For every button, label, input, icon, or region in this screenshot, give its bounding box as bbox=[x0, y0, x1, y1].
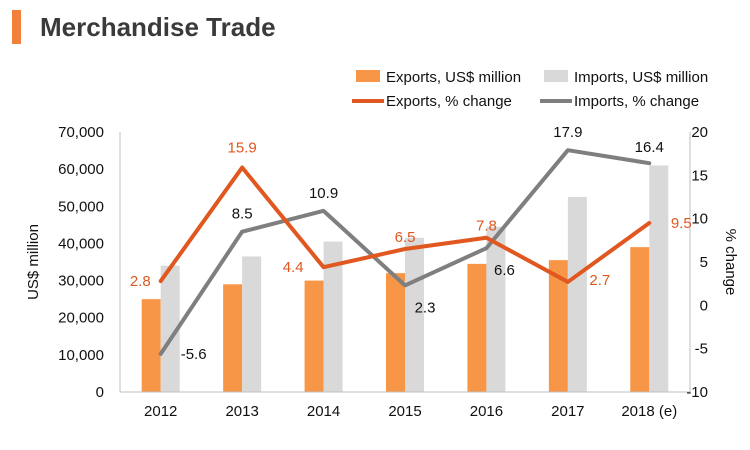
exports-bar bbox=[141, 299, 161, 392]
imports-bar bbox=[567, 197, 587, 392]
exports-bar bbox=[548, 260, 568, 392]
exports-change-label: 7.8 bbox=[476, 218, 497, 235]
chart-axes: 0 10,000 20,000 30,000 40,000 50,000 60,000 70,… bbox=[25, 124, 739, 420]
imports-bar bbox=[242, 256, 262, 392]
exports-change-label: 4.4 bbox=[283, 259, 304, 276]
legend-imports-bar-swatch bbox=[544, 70, 568, 82]
x-tick-label: 2017 bbox=[551, 403, 584, 420]
imports-bar bbox=[160, 265, 180, 392]
exports-change-label: 9.5 bbox=[671, 215, 692, 232]
y-left-tick-label: 60,000 bbox=[58, 161, 104, 178]
x-tick-label: 2014 bbox=[307, 403, 340, 420]
y-left-tick-label: 40,000 bbox=[58, 235, 104, 252]
x-tick-label: 2018 (e) bbox=[621, 403, 677, 420]
title-accent-bar bbox=[12, 10, 21, 44]
exports-change-label: 15.9 bbox=[228, 140, 257, 157]
y-left-tick-label: 20,000 bbox=[58, 310, 104, 327]
imports-change-label: 2.3 bbox=[415, 299, 436, 316]
y-right-tick-label: 0 bbox=[700, 297, 708, 314]
imports-change-label: 17.9 bbox=[553, 124, 582, 141]
y-left-axis-title: US$ million bbox=[25, 224, 42, 300]
imports-bar bbox=[405, 237, 424, 392]
y-right-tick-label: -10 bbox=[686, 384, 708, 401]
y-left-tick-label: 0 bbox=[96, 384, 104, 401]
legend-imports-line-text: Imports, % change bbox=[574, 93, 699, 110]
y-left-tick-label: 10,000 bbox=[58, 347, 104, 364]
exports-bar bbox=[386, 273, 405, 392]
imports-change-label: 16.4 bbox=[635, 139, 664, 156]
exports-bar bbox=[630, 247, 650, 392]
y-left-tick-label: 30,000 bbox=[58, 273, 104, 290]
page-title: Merchandise Trade bbox=[40, 12, 276, 42]
legend-imports-bar-text: Imports, US$ million bbox=[574, 69, 708, 86]
imports-bar bbox=[486, 226, 506, 392]
exports-bar bbox=[304, 280, 324, 392]
x-tick-label: 2016 bbox=[470, 403, 503, 420]
imports-change-label: 8.5 bbox=[232, 206, 253, 223]
y-right-tick-label: -5 bbox=[695, 341, 708, 358]
legend-exports-bar-text: Exports, US$ million bbox=[386, 69, 521, 86]
y-right-tick-label: 10 bbox=[691, 211, 708, 228]
y-right-axis-title: % change bbox=[722, 229, 739, 296]
imports-bar bbox=[323, 241, 343, 392]
exports-bar bbox=[467, 263, 487, 392]
chart-legend: Exports, US$ million Imports, US$ million… bbox=[352, 69, 708, 110]
x-tick-label: 2012 bbox=[144, 403, 177, 420]
x-tick-label: 2013 bbox=[225, 403, 258, 420]
exports-change-label: 2.7 bbox=[589, 272, 610, 289]
line-series-group bbox=[158, 148, 652, 356]
y-left-tick-label: 70,000 bbox=[58, 124, 104, 141]
y-right-tick-label: 5 bbox=[700, 254, 708, 271]
x-tick-label: 2015 bbox=[388, 403, 421, 420]
imports-change-label: -5.6 bbox=[181, 346, 207, 363]
exports-change-label: 6.5 bbox=[395, 229, 416, 246]
imports-bar bbox=[649, 165, 669, 392]
exports-change-label: 2.8 bbox=[130, 273, 151, 290]
imports-change-line bbox=[158, 148, 652, 356]
imports-change-label: 10.9 bbox=[309, 185, 338, 202]
y-right-tick-label: 20 bbox=[691, 124, 708, 141]
exports-change-line bbox=[158, 165, 652, 284]
legend-exports-bar-swatch bbox=[356, 70, 380, 82]
exports-bar bbox=[223, 284, 243, 392]
y-left-tick-label: 50,000 bbox=[58, 198, 104, 215]
bar-series-group bbox=[141, 165, 669, 392]
data-labels-group: 2.8 15.9 4.4 6.5 7.8 2.7 9.5 -5.6 8.5 10.9 2.3 6.6 1… bbox=[130, 124, 692, 363]
imports-change-label: 6.6 bbox=[494, 262, 515, 279]
legend-exports-line-text: Exports, % change bbox=[386, 93, 512, 110]
y-right-tick-label: 15 bbox=[691, 167, 708, 184]
